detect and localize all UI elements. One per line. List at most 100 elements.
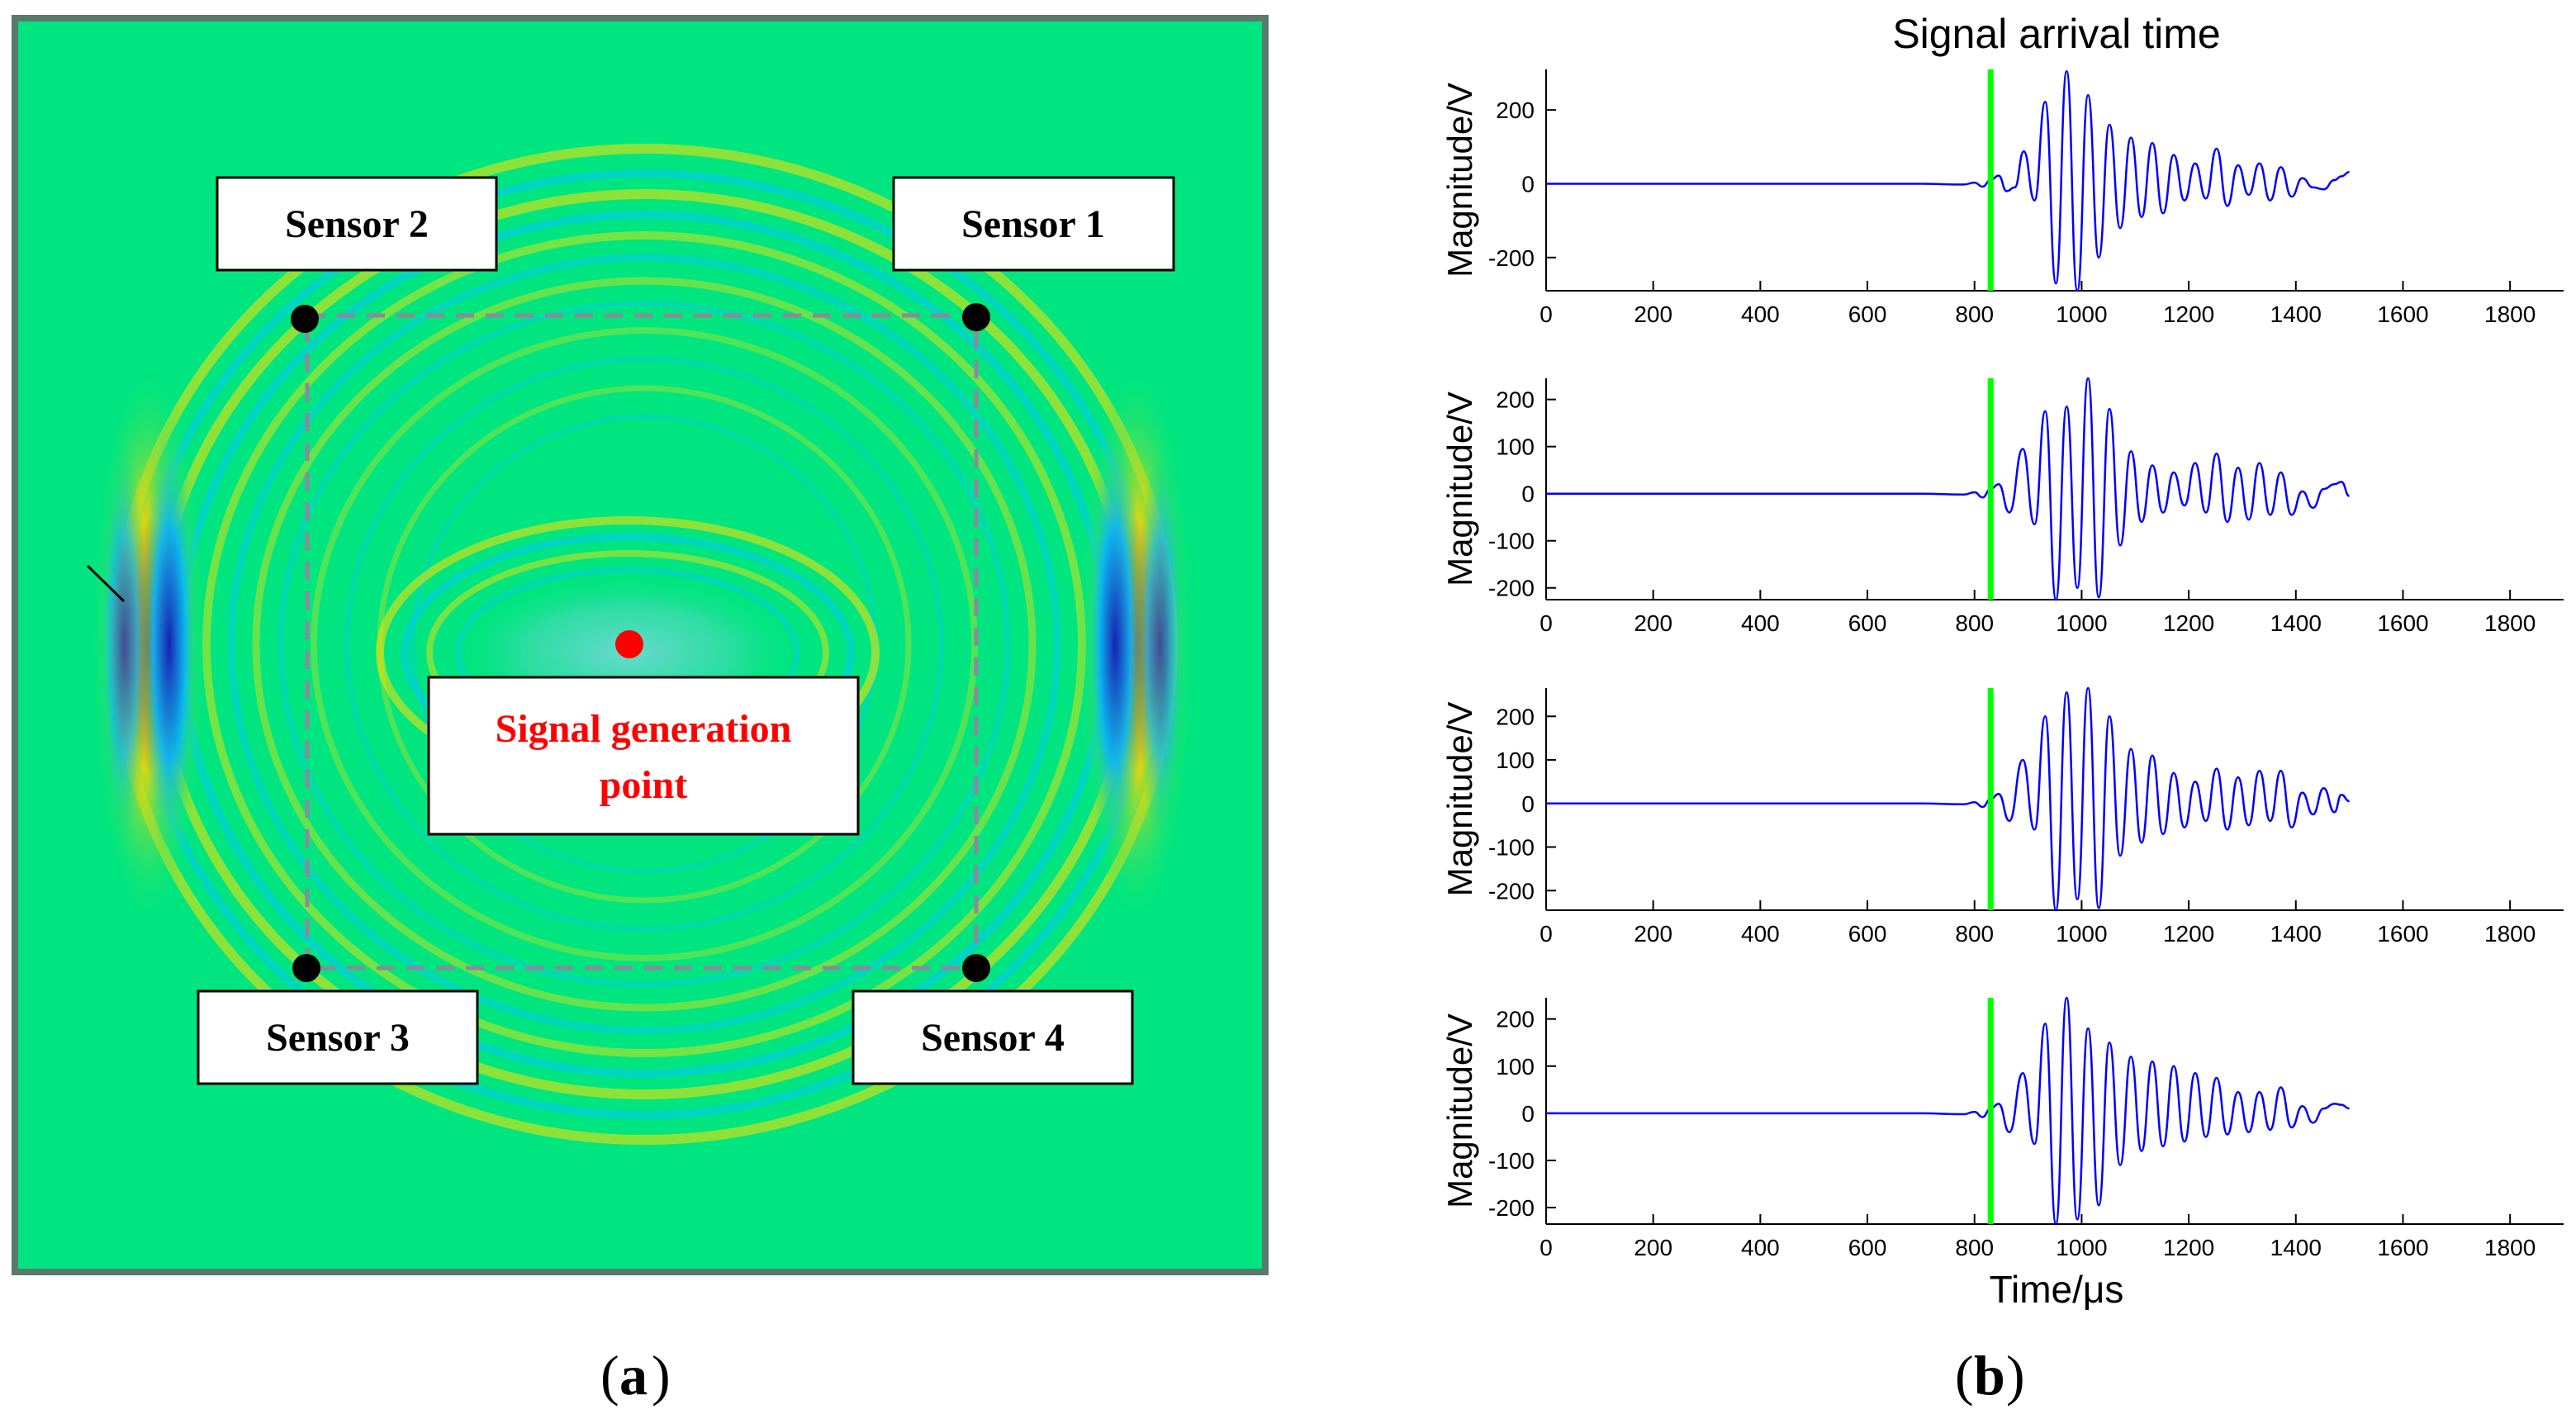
x-tick-label: 1200 [2163,301,2214,327]
y-tick-label: -100 [1488,835,1535,861]
x-tick-label: 400 [1741,610,1780,636]
x-tick-label: 1200 [2163,610,2214,636]
y-tick-label: 100 [1496,747,1535,773]
x-tick-label: 0 [1539,921,1553,947]
source-label-line2: point [600,763,688,807]
y-tick-label: -100 [1488,1148,1535,1174]
x-tick-label: 600 [1848,1235,1887,1260]
signal-line-sensor-3 [1546,686,2350,912]
y-tick-label: -200 [1488,576,1535,601]
panel-a: Sensor 2 Sensor 1 Sensor 3 Sensor 4 Sign… [12,15,1269,1407]
caption-b-close: ) [2006,1344,2025,1407]
plot-sensor-4: -200 -100 0 100 200 0 200 400 600 800 1000 1200 1400… [1440,996,2564,1260]
x-tick-label: 800 [1955,921,1994,947]
x-tick-label: 600 [1848,921,1887,947]
x-tick-label: 400 [1741,301,1780,327]
wavefront-left [91,363,206,925]
x-tick-label: 600 [1848,301,1887,327]
x-tick-label: 1000 [2056,301,2107,327]
source-marker [615,630,643,658]
x-tick-label: 1000 [2056,1235,2107,1260]
x-tick-label: 1800 [2484,921,2536,947]
x-tick-label: 0 [1539,610,1553,636]
source-label-line1: Signal generation [496,707,792,751]
y-axis-label: Magnitude/V [1440,83,1479,278]
x-tick-label: 1400 [2270,1235,2322,1260]
x-tick-label: 1000 [2056,921,2107,947]
x-tick-label: 1800 [2484,610,2536,636]
plot-sensor-3: -200 -100 0 100 200 0 200 400 600 800 1000 1200 1400… [1440,686,2564,947]
sensor-array-outline [305,313,979,971]
x-tick-label: 800 [1955,1235,1994,1260]
plot-sensor-2: -200 -100 0 100 200 0 200 400 600 800 1000 1200 1400… [1440,377,2564,636]
x-tick-label: 200 [1634,301,1672,327]
x-tick-label: 1800 [2484,1235,2536,1260]
x-tick-label: 200 [1634,921,1672,947]
y-axis-label: Magnitude/V [1440,392,1479,586]
y-tick-label: -200 [1488,878,1535,904]
y-tick-label: 0 [1521,171,1535,197]
x-tick-label: 1400 [2270,921,2322,947]
caption-a-open: ( [600,1344,619,1407]
x-tick-label: 200 [1634,610,1672,636]
sensor-4-label-box [852,990,1134,1085]
sensor-2-label-box [216,176,498,272]
x-tick-label: 1600 [2377,610,2428,636]
x-tick-label: 1600 [2377,301,2428,327]
x-tick-label: 1200 [2163,1235,2214,1260]
sensor-3-marker [292,954,320,982]
x-tick-label: 200 [1634,1235,1672,1260]
x-tick-label: 800 [1955,301,1994,327]
y-tick-label: 0 [1521,482,1535,507]
source-label-box [427,676,860,836]
caption-b-open: ( [1955,1344,1974,1407]
x-tick-label: 1600 [2377,921,2428,947]
x-tick-label: 0 [1539,301,1553,327]
y-tick-label: 100 [1496,1054,1535,1080]
sensor-3-label: Sensor 3 [266,1016,410,1060]
sensor-1-marker [962,303,990,331]
x-tick-label: 1800 [2484,301,2536,327]
annotation-tick [86,564,126,603]
signal-line-sensor-2 [1546,377,2351,601]
wavefront-right [1078,363,1193,925]
caption-a-close: ) [652,1344,671,1407]
x-tick-label: 1400 [2270,301,2322,327]
y-tick-label: 0 [1521,791,1535,817]
x-tick-label: 800 [1955,610,1994,636]
y-axis-label: Magnitude/V [1440,1013,1479,1208]
y-tick-label: -200 [1488,245,1535,271]
x-tick-label: 600 [1848,610,1887,636]
y-tick-label: 200 [1496,387,1535,413]
sensor-1-label-box [892,176,1175,272]
sensor-2-marker [291,305,319,333]
y-tick-label: 0 [1521,1101,1535,1127]
y-tick-label: 100 [1496,434,1535,460]
x-tick-label: 0 [1539,1235,1553,1260]
sensor-4-label: Sensor 4 [921,1016,1065,1060]
caption-b-letter: b [1974,1344,2005,1407]
x-axis-label: Time/μs [1990,1268,2124,1311]
y-tick-label: 200 [1496,704,1535,729]
x-tick-label: 1400 [2270,610,2322,636]
sensor-2-label: Sensor 2 [285,202,429,246]
y-tick-label: -200 [1488,1195,1535,1221]
sensor-4-marker [962,954,990,982]
sensor-3-label-box [197,990,479,1085]
sensor-1-label: Sensor 1 [961,202,1105,246]
y-tick-label: -100 [1488,529,1535,554]
x-tick-label: 1200 [2163,921,2214,947]
y-tick-label: 200 [1496,1007,1535,1032]
x-tick-label: 1600 [2377,1235,2428,1260]
signal-line-sensor-1 [1546,69,2350,292]
caption-a-letter: a [619,1344,648,1407]
chart-title: Signal arrival time [1892,11,2220,57]
plot-sensor-1: -200 0 200 0 200 400 600 800 1000 1200 1400 1600 180… [1440,69,2564,327]
x-tick-label: 1000 [2056,610,2107,636]
y-tick-label: 200 [1496,97,1535,123]
x-tick-label: 400 [1741,1235,1780,1260]
x-tick-label: 400 [1741,921,1780,947]
